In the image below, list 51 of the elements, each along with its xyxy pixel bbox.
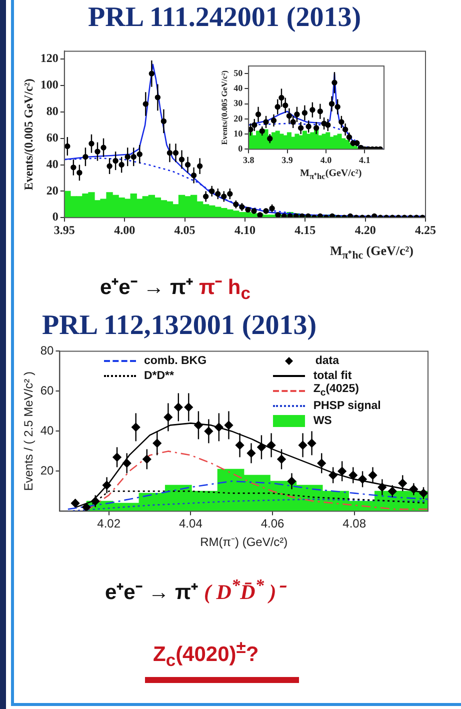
y-tick-label: 20 (46, 183, 58, 198)
x-axis-title: RM(π⁻) (GeV/c²) (200, 535, 288, 550)
legend-label: WS (313, 414, 332, 427)
y-tick-label: 100 (40, 78, 58, 92)
x-tick-label: 4.20 (354, 222, 376, 237)
x-tick-label: 3.9 (282, 154, 294, 165)
y-tick-label: 20 (40, 464, 54, 478)
x-tick-label: 4.08 (342, 516, 366, 531)
x-axis-title: M$_{π⁺hc}$(GeV/c²) (300, 168, 362, 181)
text: e⁺e⁻ → π⁺ (100, 276, 194, 299)
y-tick-label: 40 (40, 424, 54, 438)
y-tick-label: 120 (40, 51, 58, 66)
legend-label: D*D** (144, 370, 174, 382)
y-tick-label: 0 (52, 210, 58, 224)
legend-label: data (315, 354, 339, 367)
y-tick-label: 10 (234, 128, 244, 138)
x-tick-label: 4.06 (260, 516, 285, 531)
y-tick-label: 0 (238, 144, 244, 154)
y-axis-title: Events/(0.005 GeV/c²) (220, 70, 229, 145)
legend-label: PHSP signal (313, 400, 381, 412)
x-tick-label: 4.1 (359, 154, 371, 165)
x-tick-label: 4.15 (294, 222, 316, 237)
x-tick-label: 4.25 (415, 222, 436, 237)
legend-label: Z$_{c}$(4025) (313, 383, 359, 398)
y-tick-label: 30 (234, 98, 244, 108)
x-tick-label: 4.10 (234, 222, 256, 237)
legend-label: comb. BKG (144, 354, 207, 367)
y-axis-title: Events/(0.005 GeV/c²) (21, 78, 36, 190)
x-tick-label: 3.8 (242, 154, 255, 165)
x-tick-label: 4.00 (114, 222, 136, 237)
y-tick-label: 80 (46, 104, 58, 118)
chart-title: PRL 111.242001 (2013) (88, 2, 362, 34)
y-tick-label: 40 (46, 156, 58, 171)
y-tick-label: 20 (234, 113, 244, 124)
text: Z$_{c}$(4020)$^{±}$? (145, 637, 299, 684)
x-axis-title: M$_{π⁺hc}$ (GeV/c²) (330, 243, 414, 262)
y-axis-title: Events / ( 2.5 MeV/c² ) (22, 372, 36, 491)
text: π⁻ h$_{c}$ (198, 276, 250, 304)
chart-title: PRL 112,132001 (2013) (42, 310, 317, 342)
text: e⁺e⁻ → π⁺ (105, 581, 200, 604)
y-tick-label: 60 (40, 384, 54, 398)
x-tick-label: 4.04 (179, 516, 203, 531)
y-tick-label: 60 (46, 130, 58, 144)
y-tick-label: 40 (234, 83, 244, 94)
x-tick-label: 3.95 (54, 222, 75, 237)
x-tick-label: 4.05 (174, 222, 196, 237)
y-tick-label: 50 (234, 68, 244, 78)
x-tick-label: 4.02 (97, 516, 121, 531)
x-tick-label: 4.0 (320, 154, 332, 165)
legend-label: total fit (313, 370, 352, 382)
y-tick-label: 80 (40, 344, 54, 358)
